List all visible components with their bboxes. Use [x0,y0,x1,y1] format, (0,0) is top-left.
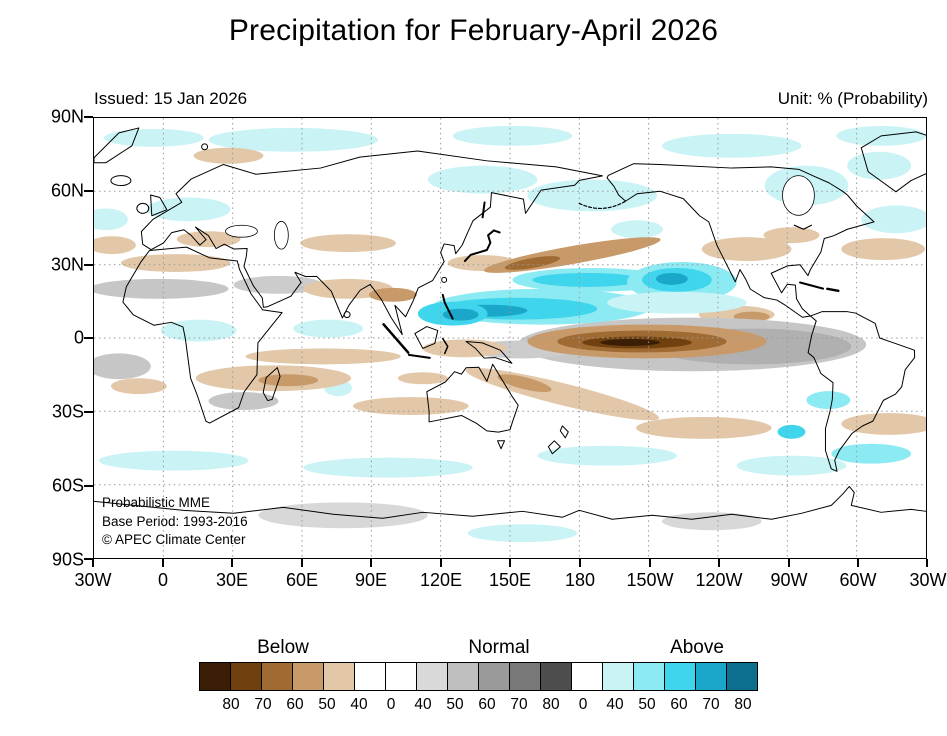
lon-tick [926,559,928,567]
map-canvas [94,118,926,558]
legend-section-labels: Below Normal Above [199,637,775,662]
lon-tick [857,559,859,567]
lon-tick [579,559,581,567]
lon-tick [162,559,164,567]
lon-label: 90W [770,570,808,590]
unit-label: Unit: % (Probability) [777,89,928,108]
legend-label-below: Below [257,637,309,658]
lon-label: 120E [419,570,463,590]
legend-tick: 60 [670,696,688,713]
lat-label: 30N [50,254,84,275]
lon-label: 60W [839,570,877,590]
legend-tick: 40 [606,696,624,713]
legend-tick: 40 [414,696,432,713]
legend-tick: 60 [478,696,496,713]
legend-colorbar [199,662,775,691]
lon-label: 0 [157,570,169,590]
legend-swatch [695,662,727,691]
lat-label: 60S [51,475,84,496]
legend: Below Normal Above 80 70 [199,637,775,716]
lon-label: 120W [695,570,743,590]
world-map: Probabilistic MME Base Period: 1993-2016… [93,117,927,559]
lon-tick [440,559,442,567]
coastlines [94,127,926,520]
legend-swatch [726,662,758,691]
probability-shading [94,125,926,543]
issued-date-label: Issued: 15 Jan 2026 [94,89,248,108]
lon-label: 60E [285,570,319,590]
lon-label: 90E [354,570,388,590]
legend-swatch [447,662,479,691]
lon-label: 30E [215,570,249,590]
annotation-base-period: Base Period: 1993-2016 [102,513,248,529]
annotation-copyright: © APEC Climate Center [102,531,246,547]
legend-tick: 70 [702,696,720,713]
legend-swatch [292,662,324,691]
legend-tick: 50 [638,696,656,713]
lon-tick [788,559,790,567]
legend-swatch [323,662,355,691]
lat-tick [84,411,93,413]
lon-label: 180 [564,570,596,590]
legend-tick: 80 [734,696,752,713]
lon-tick [718,559,720,567]
legend-tick: 0 [578,696,588,713]
legend-swatch [261,662,293,691]
lat-tick [84,116,93,118]
lat-tick [84,264,93,266]
legend-tick: 40 [350,696,368,713]
lon-tick [649,559,651,567]
legend-swatch [633,662,665,691]
legend-tick: 50 [318,696,336,713]
lat-label: 30S [51,401,84,422]
legend-tick: 0 [386,696,396,713]
map-annotation: Probabilistic MME Base Period: 1993-2016… [102,494,248,549]
legend-tick: 80 [542,696,560,713]
legend-swatch [571,662,603,691]
lat-label: 0 [73,327,84,348]
legend-swatch [664,662,696,691]
legend-swatch [199,662,231,691]
lon-tick [231,559,233,567]
legend-tick-values: 80 70 60 50 40 0 40 50 60 70 80 0 40 50 … [199,696,775,716]
legend-tick: 70 [254,696,272,713]
lon-tick [509,559,511,567]
lat-label: 60N [50,180,84,201]
legend-swatch [540,662,572,691]
lat-tick [84,337,93,339]
lat-tick [84,190,93,192]
lat-tick [84,558,93,560]
legend-swatch [416,662,448,691]
lon-label: 30W [74,570,112,590]
annotation-model: Probabilistic MME [102,495,211,511]
legend-tick: 70 [510,696,528,713]
lon-label: 150W [626,570,674,590]
lon-tick [370,559,372,567]
lat-label: 90N [50,106,84,127]
legend-swatch [509,662,541,691]
legend-swatch [602,662,634,691]
lon-tick [301,559,303,567]
legend-swatch [478,662,510,691]
lat-label: 90S [51,549,84,570]
lon-tick [92,559,94,567]
legend-tick: 80 [222,696,240,713]
legend-label-normal: Normal [468,637,530,658]
legend-swatch [354,662,386,691]
legend-label-above: Above [670,637,724,658]
legend-tick: 60 [286,696,304,713]
lon-label: 30W [909,570,947,590]
chart-title: Precipitation for February-April 2026 [228,14,719,47]
lat-tick [84,485,93,487]
legend-swatch [385,662,417,691]
legend-swatch [230,662,262,691]
legend-tick: 50 [446,696,464,713]
lon-label: 150E [488,570,532,590]
